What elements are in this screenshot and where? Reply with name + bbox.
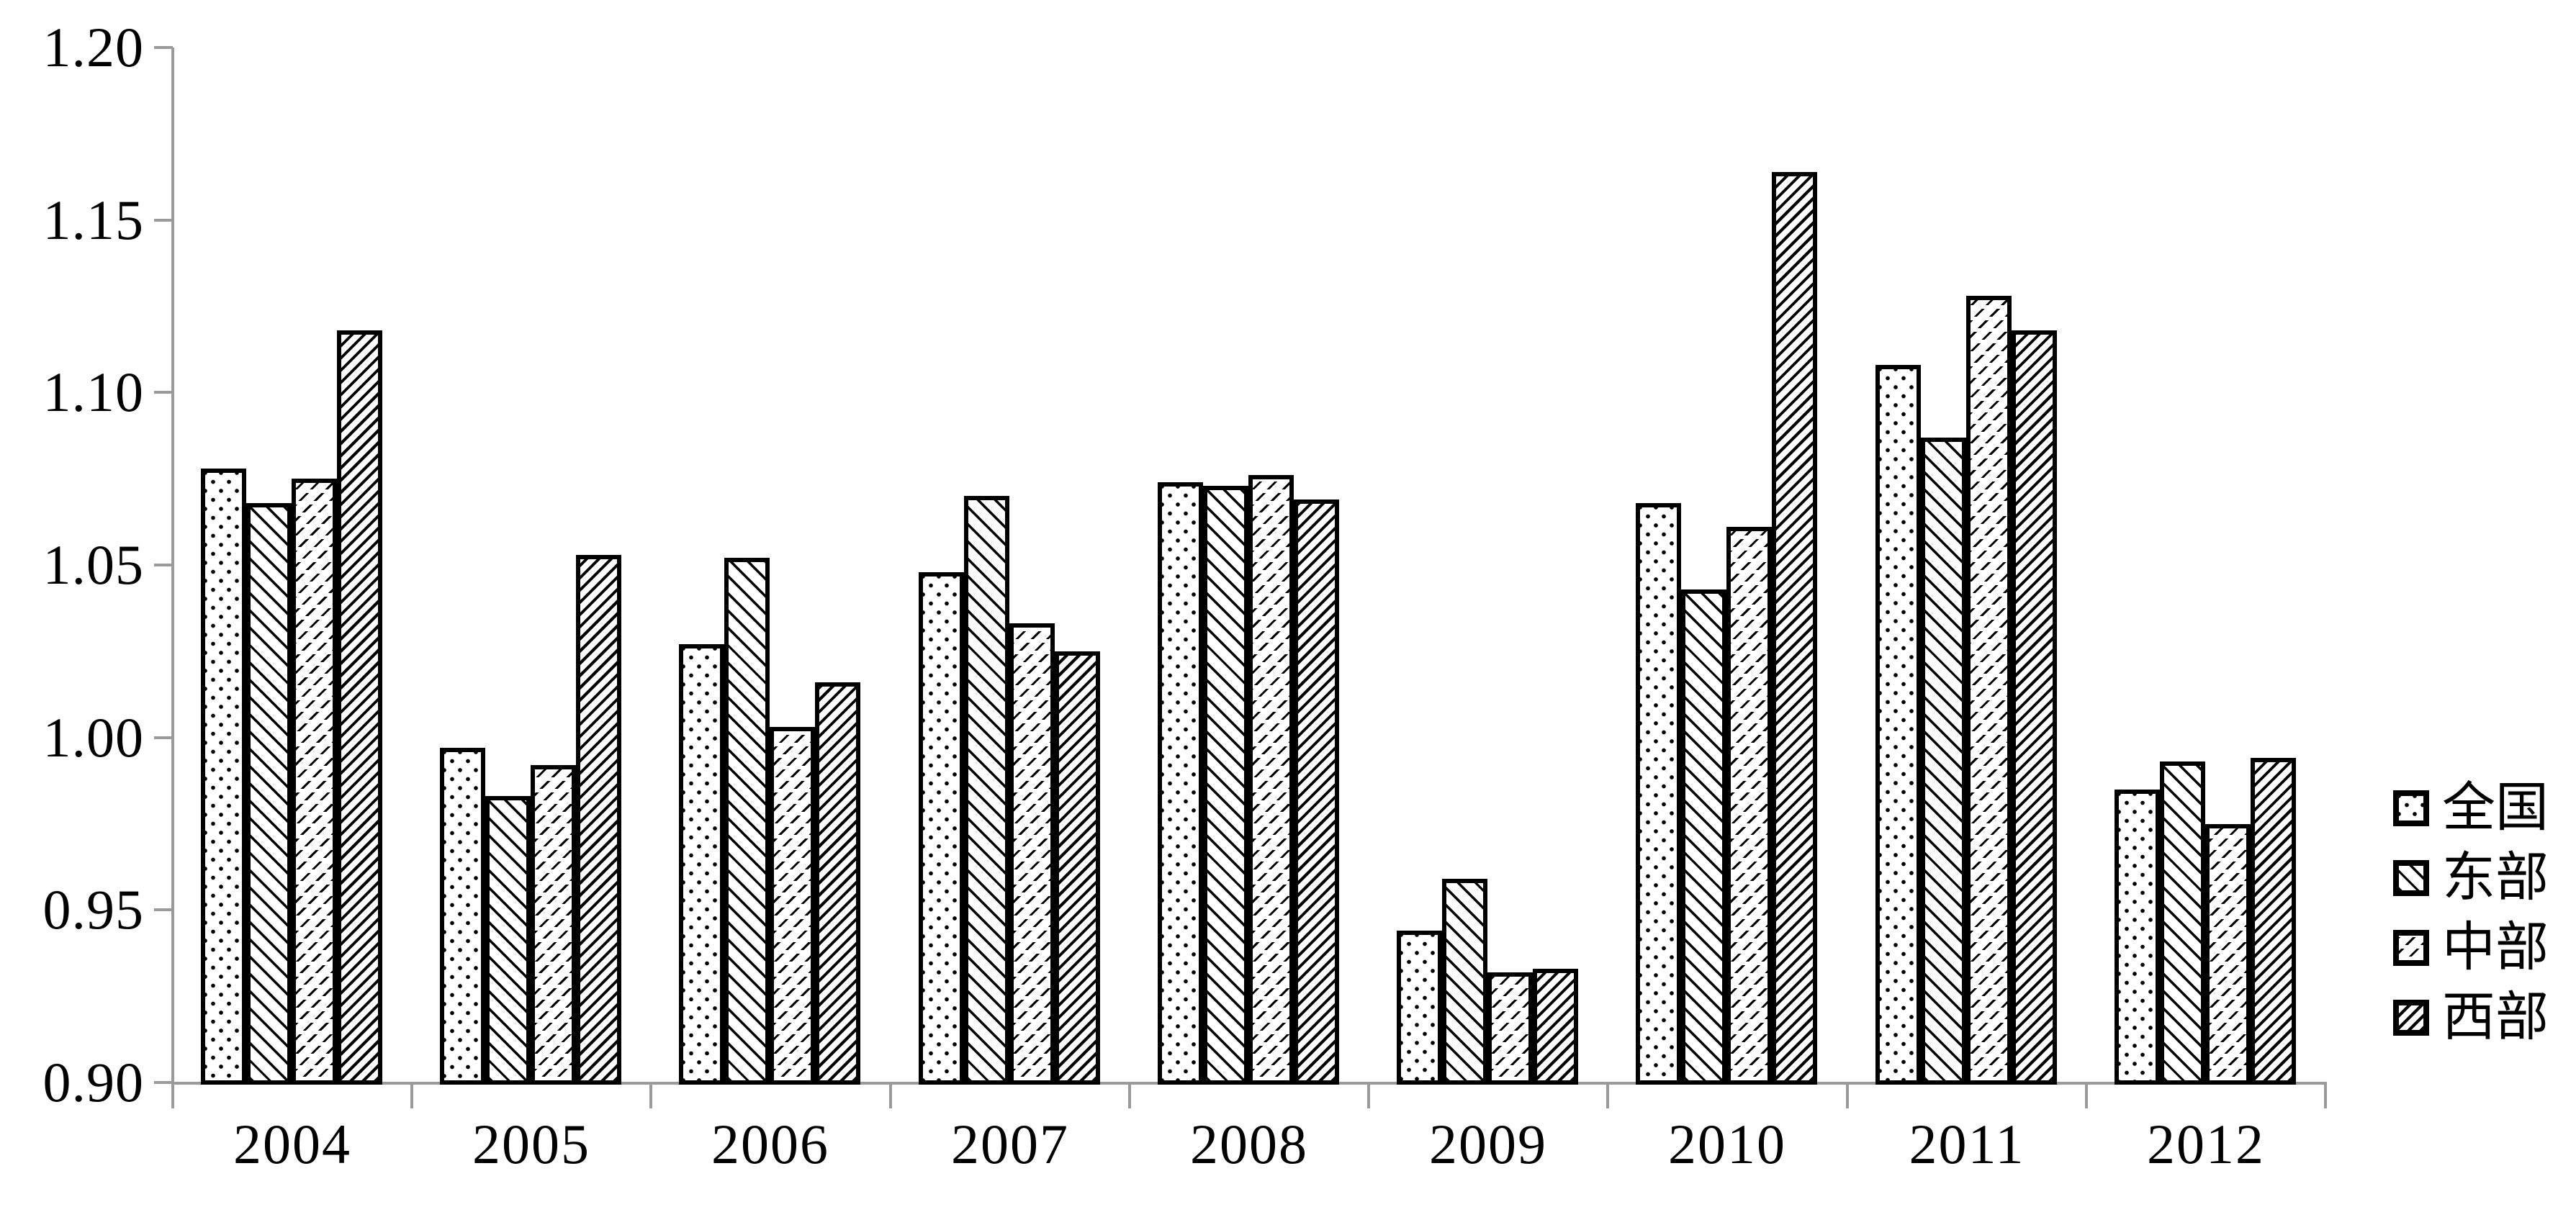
bar-2012-national bbox=[2115, 790, 2160, 1085]
bar-2012-east bbox=[2160, 761, 2205, 1085]
y-axis-tick bbox=[154, 1081, 173, 1084]
bar-2010-central bbox=[1726, 527, 1772, 1085]
bar-2012-west bbox=[2251, 758, 2296, 1085]
bar-2006-east bbox=[724, 558, 770, 1085]
bar-2012-central bbox=[2205, 824, 2251, 1085]
bar-2010-west bbox=[1772, 172, 1817, 1085]
x-axis-category-label: 2009 bbox=[1429, 1113, 1547, 1175]
x-axis-tick bbox=[171, 1082, 174, 1108]
bar-2005-national bbox=[440, 748, 485, 1085]
y-axis-tick-label: 0.95 bbox=[42, 878, 144, 941]
bar-2004-west bbox=[337, 330, 382, 1085]
x-axis-tick bbox=[1845, 1082, 1849, 1108]
bar-2004-east bbox=[246, 503, 292, 1085]
bar-2006-national bbox=[679, 644, 724, 1085]
bar-2008-east bbox=[1203, 486, 1248, 1085]
bar-2010-east bbox=[1681, 589, 1726, 1085]
bar-2004-national bbox=[201, 469, 246, 1085]
x-axis-tick bbox=[649, 1082, 653, 1108]
y-axis-tick bbox=[154, 908, 173, 912]
y-axis-tick bbox=[154, 736, 173, 739]
y-axis-tick-label: 0.90 bbox=[42, 1051, 144, 1113]
legend-swatch-central bbox=[2393, 930, 2429, 966]
x-axis-tick bbox=[410, 1082, 414, 1108]
bar-2004-central bbox=[292, 479, 337, 1085]
bar-2011-national bbox=[1875, 365, 1921, 1085]
x-axis-tick bbox=[888, 1082, 892, 1108]
legend-swatch-west bbox=[2393, 1000, 2429, 1036]
x-axis-category-label: 2007 bbox=[951, 1113, 1069, 1175]
y-axis-tick-label: 1.00 bbox=[42, 705, 144, 769]
x-axis-category-label: 2011 bbox=[1909, 1113, 2025, 1175]
bar-2011-central bbox=[1966, 296, 2012, 1085]
bar-2010-national bbox=[1636, 503, 1681, 1085]
legend-item-east: 东部 bbox=[2393, 849, 2549, 908]
bar-2008-west bbox=[1294, 499, 1339, 1085]
x-axis-category-label: 2008 bbox=[1190, 1113, 1308, 1175]
bar-2011-east bbox=[1921, 438, 1966, 1085]
y-axis-tick-label: 1.10 bbox=[42, 361, 144, 424]
x-axis-category-label: 2005 bbox=[472, 1113, 590, 1175]
x-axis-tick bbox=[2084, 1082, 2088, 1108]
legend-label-west: 西部 bbox=[2442, 988, 2549, 1047]
bar-2009-national bbox=[1397, 931, 1442, 1085]
y-axis-line bbox=[171, 48, 174, 1085]
x-axis-category-label: 2004 bbox=[233, 1113, 351, 1175]
bar-2006-central bbox=[770, 727, 815, 1085]
bar-2007-east bbox=[964, 496, 1009, 1085]
bar-2005-east bbox=[485, 796, 531, 1085]
bar-2009-west bbox=[1533, 969, 1578, 1085]
bar-2011-west bbox=[2012, 330, 2057, 1085]
y-axis-tick-label: 1.20 bbox=[42, 16, 144, 78]
bar-2007-national bbox=[919, 572, 964, 1085]
legend-label-east: 东部 bbox=[2442, 849, 2549, 908]
bar-2007-west bbox=[1055, 651, 1100, 1085]
bar-2007-central bbox=[1009, 623, 1055, 1085]
legend-item-west: 西部 bbox=[2393, 988, 2549, 1047]
legend-swatch-national bbox=[2393, 790, 2429, 826]
bar-2005-west bbox=[576, 555, 621, 1085]
x-axis-category-label: 2006 bbox=[711, 1113, 829, 1175]
legend-item-national: 全国 bbox=[2393, 779, 2549, 838]
x-axis-category-label: 2012 bbox=[2147, 1113, 2265, 1175]
x-axis-tick bbox=[2324, 1082, 2327, 1108]
y-axis-tick-label: 1.15 bbox=[42, 188, 144, 251]
bar-2009-central bbox=[1487, 972, 1533, 1085]
bar-2009-east bbox=[1442, 879, 1487, 1085]
bar-2008-national bbox=[1158, 482, 1203, 1085]
y-axis-tick bbox=[154, 218, 173, 222]
y-axis-tick-label: 1.05 bbox=[42, 533, 144, 596]
y-axis-tick bbox=[154, 564, 173, 566]
bar-2006-west bbox=[815, 682, 860, 1085]
bar-2005-central bbox=[531, 765, 576, 1085]
y-axis-tick bbox=[154, 46, 173, 49]
x-axis-tick bbox=[1606, 1082, 1610, 1108]
legend-swatch-east bbox=[2393, 860, 2429, 896]
x-axis-category-label: 2010 bbox=[1668, 1113, 1786, 1175]
legend-label-central: 中部 bbox=[2442, 918, 2549, 977]
x-axis-tick bbox=[1127, 1082, 1131, 1108]
y-axis-tick bbox=[154, 391, 173, 394]
legend-label-national: 全国 bbox=[2442, 779, 2549, 838]
bar-2008-central bbox=[1248, 475, 1294, 1085]
x-axis-tick bbox=[1367, 1082, 1371, 1108]
legend-item-central: 中部 bbox=[2393, 918, 2549, 977]
